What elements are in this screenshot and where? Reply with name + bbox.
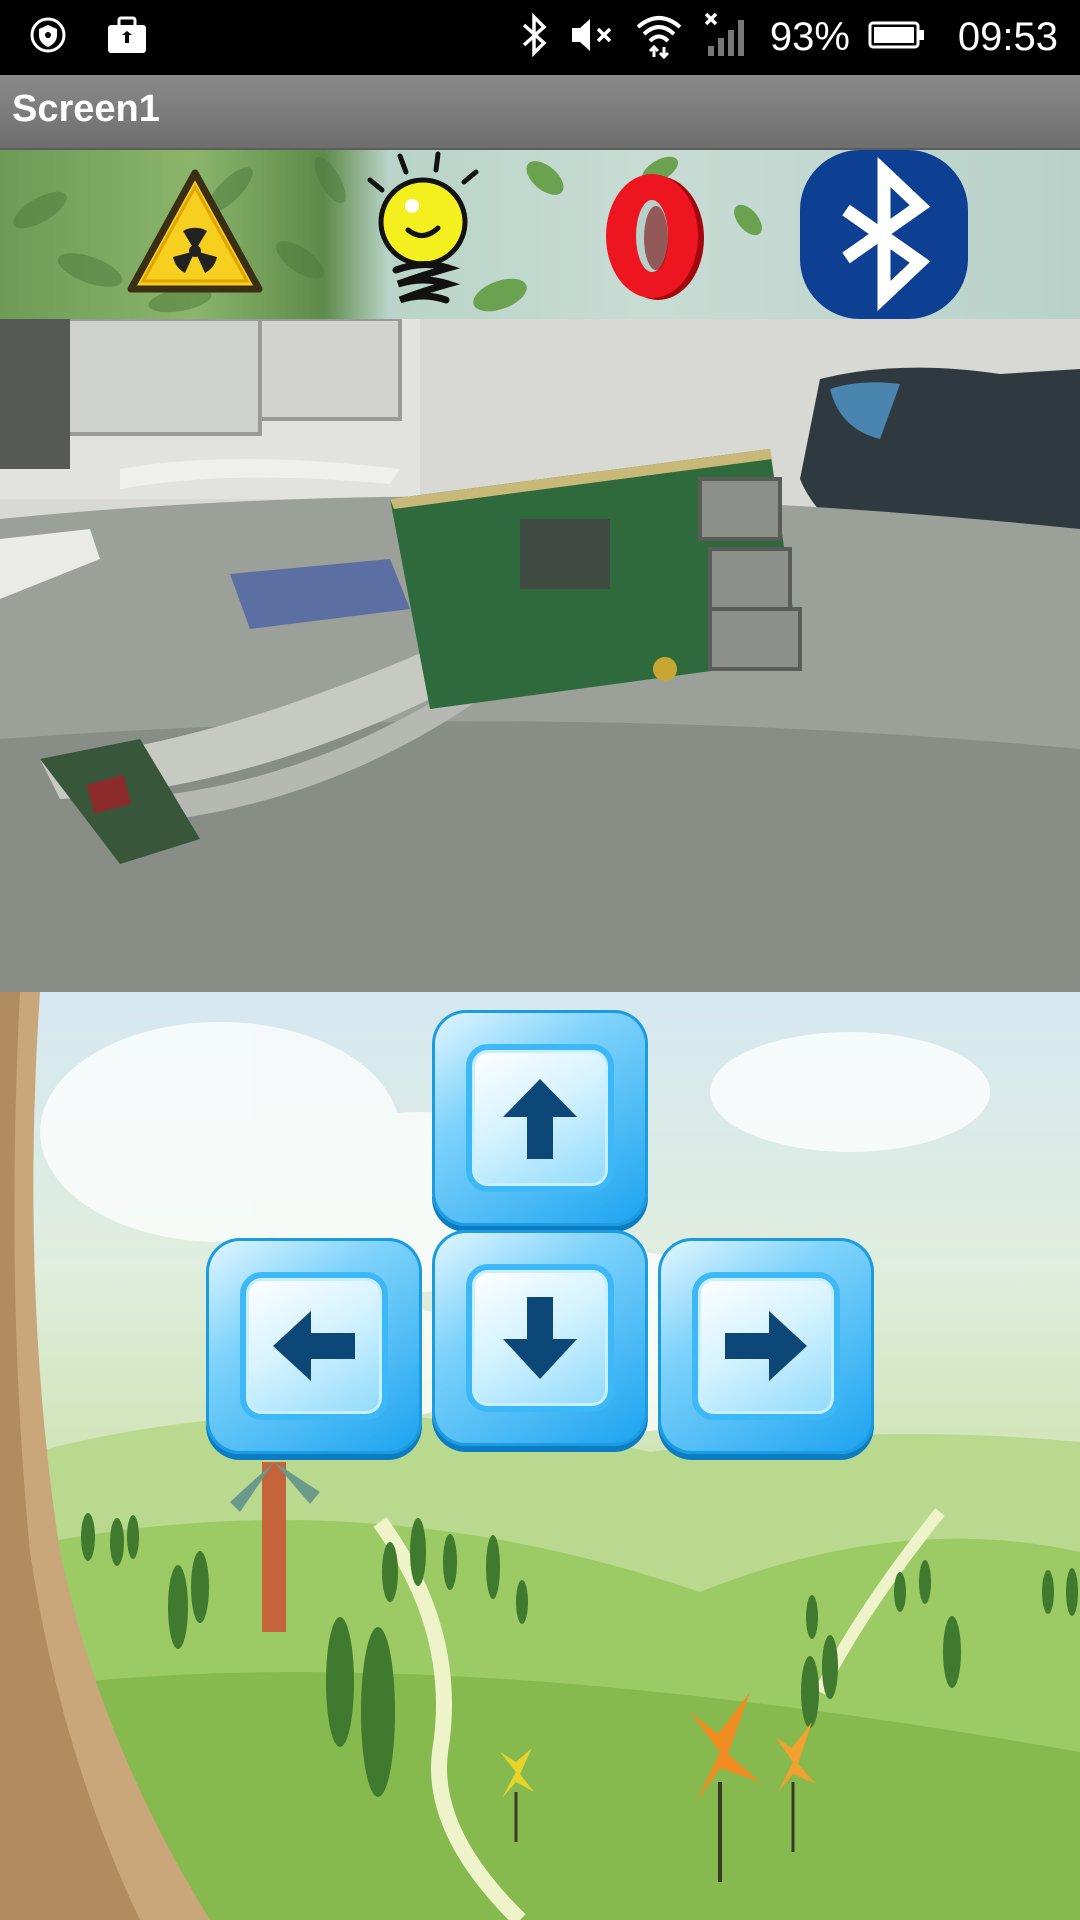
work-profile-icon — [106, 15, 148, 60]
battery-percent: 93% — [769, 15, 850, 59]
light-bulb-icon[interactable] — [360, 150, 490, 319]
left-arrow-button[interactable] — [206, 1238, 422, 1454]
up-arrow-button[interactable] — [432, 1010, 648, 1226]
toolbar: 0 — [0, 150, 1080, 319]
battery-icon — [868, 20, 926, 55]
mute-icon — [568, 13, 616, 62]
camera-feed-image — [0, 319, 1080, 992]
shield-icon — [30, 17, 66, 58]
bluetooth-icon — [520, 12, 550, 62]
controls-area — [0, 992, 1080, 1920]
status-bar: 93% 09:53 — [0, 0, 1080, 75]
arrow-right-icon — [725, 1311, 807, 1381]
leaves-background-decor — [13, 156, 762, 313]
screen-title: Screen1 — [12, 88, 160, 130]
zero-counter-icon[interactable]: 0 — [600, 166, 710, 306]
bluetooth-button[interactable] — [800, 150, 968, 319]
title-bar: Screen1 — [0, 75, 1080, 150]
arrow-up-icon — [503, 1079, 577, 1159]
right-arrow-button[interactable] — [658, 1238, 874, 1454]
clock: 09:53 — [957, 15, 1058, 59]
arrow-left-icon — [273, 1311, 355, 1381]
arrow-down-icon — [503, 1297, 577, 1379]
no-signal-icon — [702, 10, 752, 65]
radiation-warning-icon[interactable] — [125, 167, 265, 297]
wifi-icon — [634, 11, 684, 64]
down-arrow-button[interactable] — [432, 1230, 648, 1446]
